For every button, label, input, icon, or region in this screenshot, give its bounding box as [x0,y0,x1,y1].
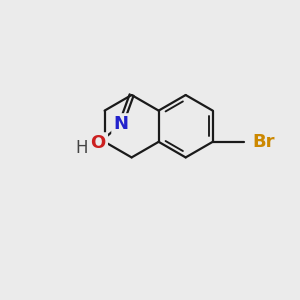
Text: H: H [76,139,88,157]
Text: O: O [91,134,106,152]
Text: Br: Br [253,133,275,151]
Text: N: N [113,115,128,133]
